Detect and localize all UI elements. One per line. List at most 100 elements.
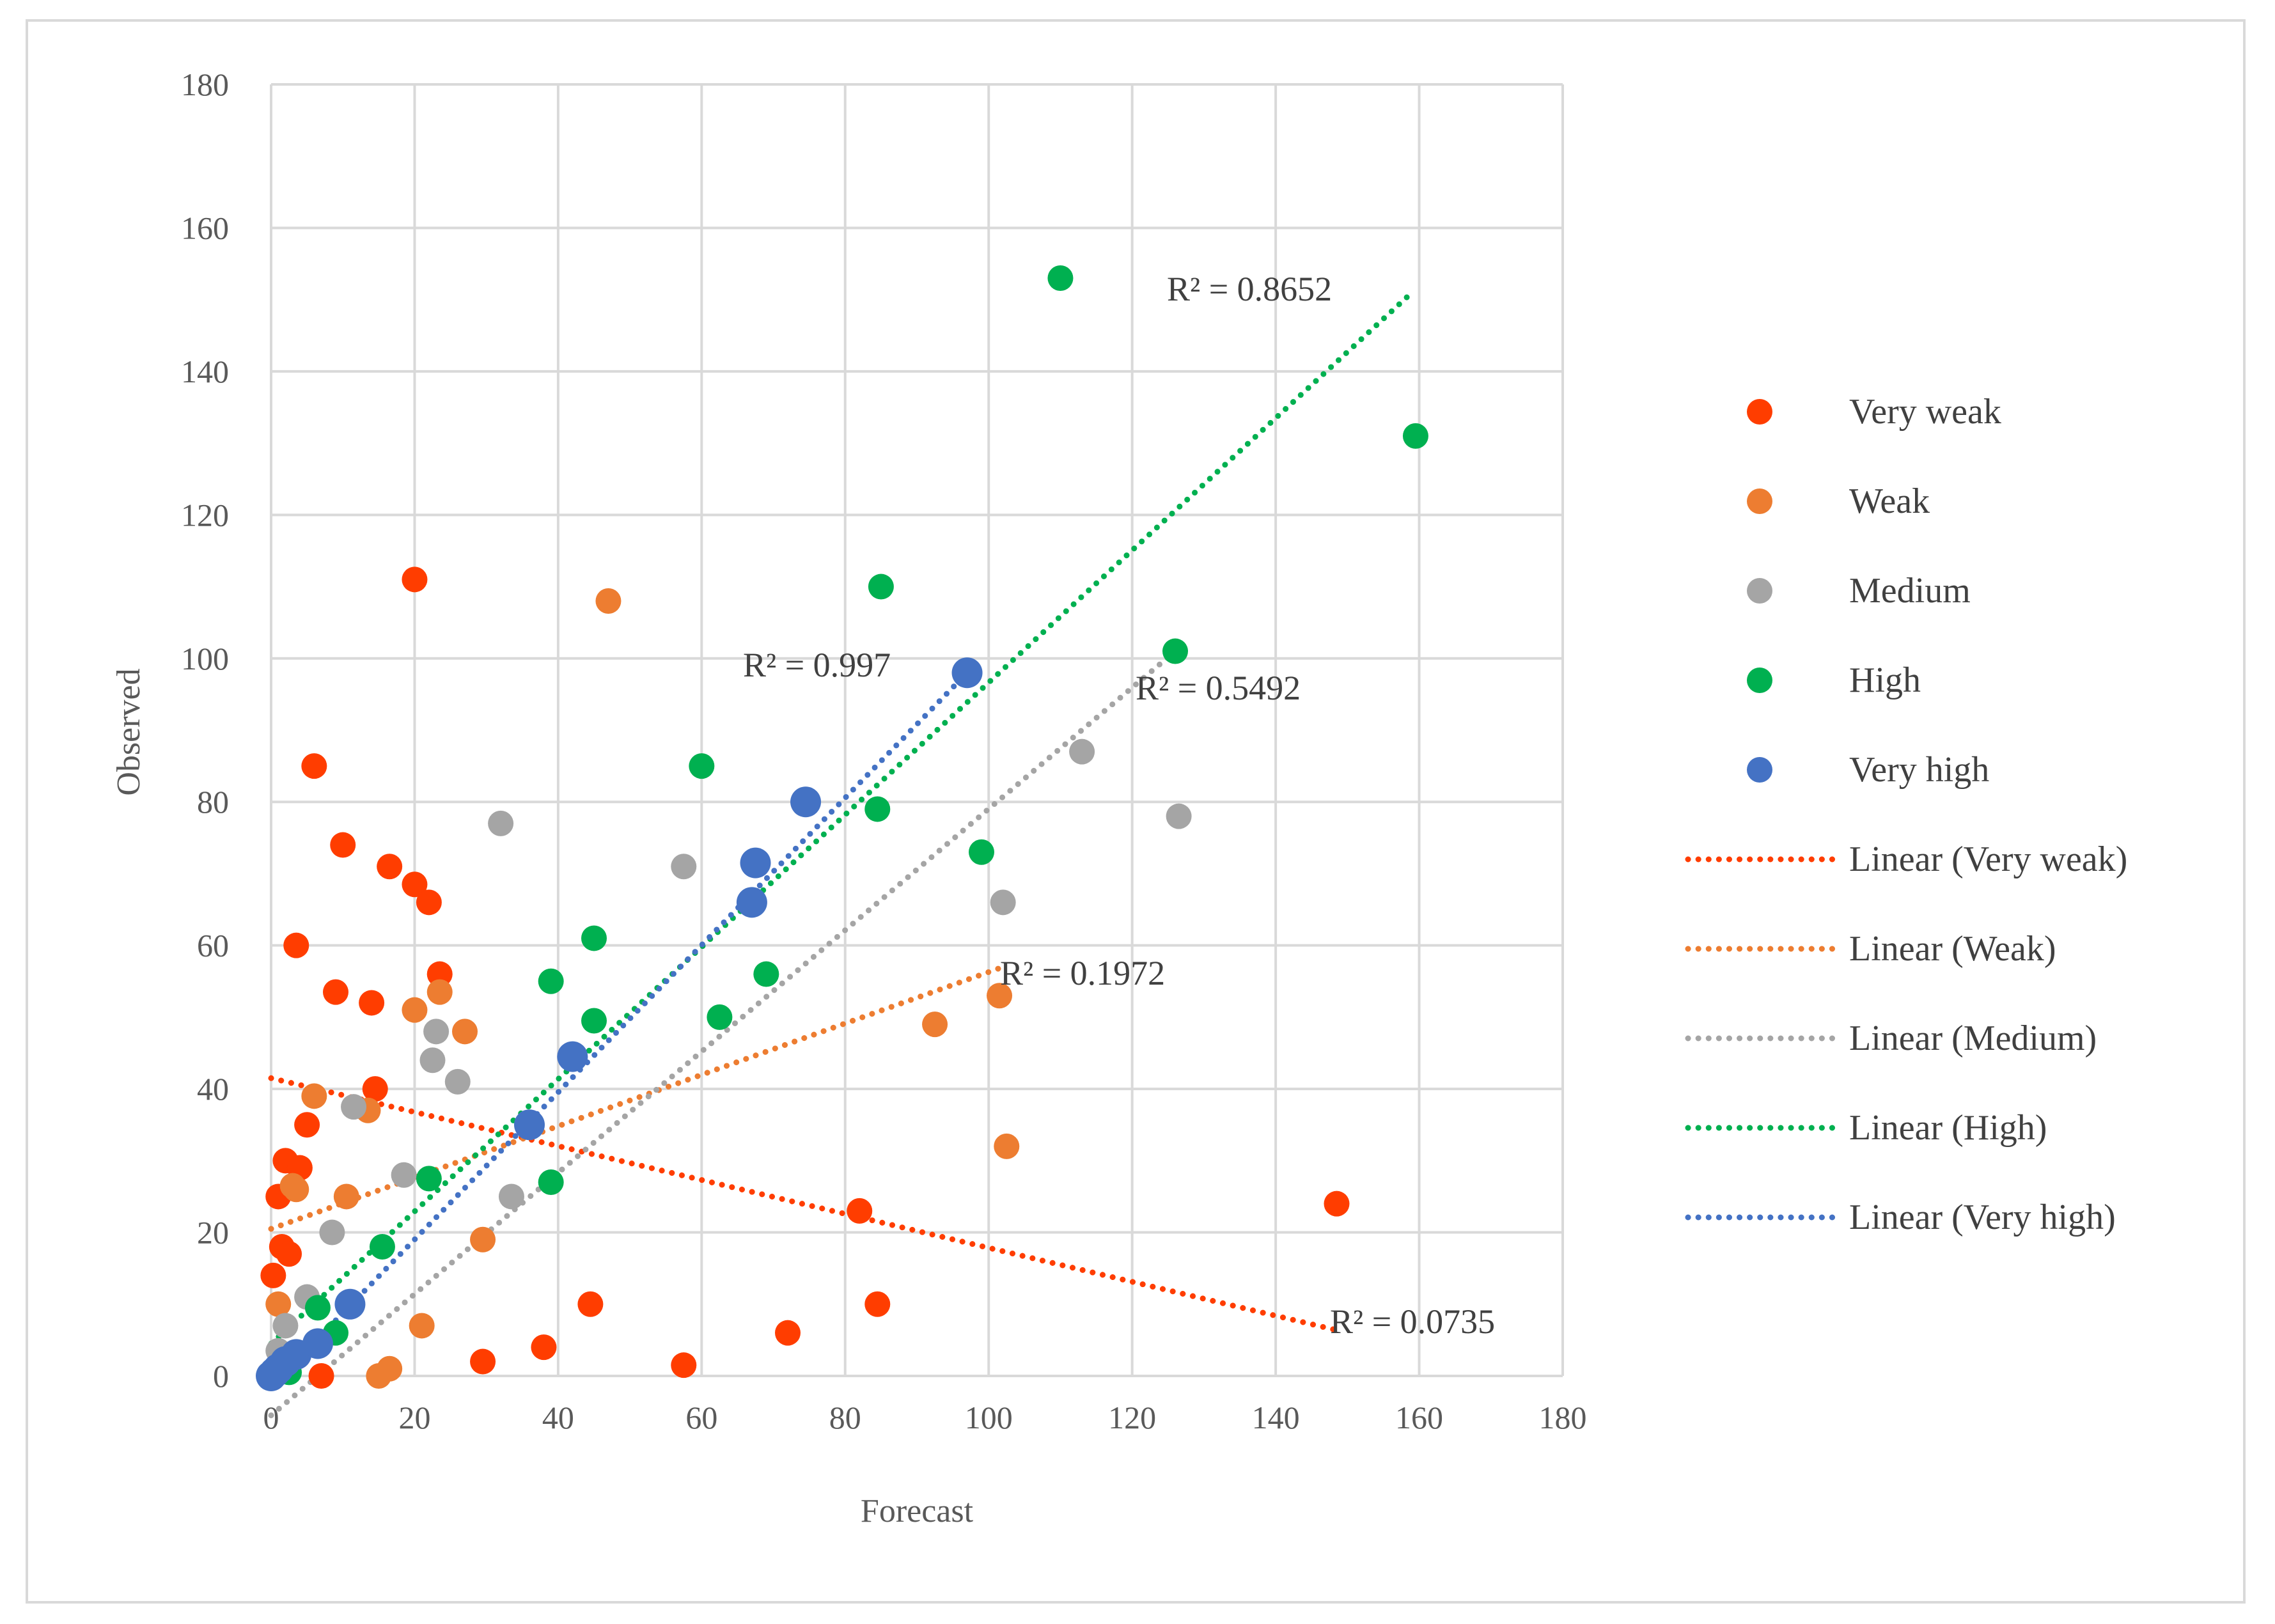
point-weak [470,1226,496,1253]
point-high [416,1166,442,1192]
point-high [369,1234,395,1260]
y-axis-ticks: 0 20 40 60 80 100 120 140 160 180 [181,66,229,1394]
r2-label-very-weak: R² = 0.0735 [1330,1302,1495,1341]
gridlines [270,83,1564,1377]
point-very-weak [402,871,428,898]
r2-label-weak: R² = 0.1972 [1000,954,1165,992]
point-medium [341,1094,367,1120]
point-high [864,796,891,822]
point-high [1162,638,1188,664]
point-medium [498,1183,524,1210]
trendlines [268,289,1415,1419]
point-weak [452,1019,478,1045]
point-medium [444,1068,471,1095]
point-weak [409,1313,435,1339]
point-very-weak [308,1363,334,1389]
legend-label: Linear (High) [1849,1108,2047,1148]
point-very-weak [1324,1191,1350,1217]
point-very-weak [362,1076,388,1102]
point-medium [423,1019,450,1045]
legend-label: High [1849,660,1921,700]
point-very-high [736,887,767,918]
x-tick-label: 160 [1395,1400,1443,1435]
point-very-high [334,1288,366,1320]
point-very-high [740,847,771,878]
x-tick-label: 20 [398,1400,430,1435]
point-weak [987,983,1013,1009]
trendline-medium [268,648,1178,1419]
point-high [689,753,715,779]
legend: Very weak Weak Medium High Very high Linear (… [1685,392,2127,1237]
legend-label: Linear (Weak) [1849,929,2056,969]
legend-marker-very-weak [1747,399,1772,425]
point-medium [272,1313,299,1339]
point-very-weak [847,1198,873,1224]
y-tick-label: 100 [181,641,229,676]
point-high [538,968,564,994]
x-tick-label: 140 [1252,1400,1300,1435]
r2-label-high: R² = 0.8652 [1167,270,1332,308]
y-tick-label: 80 [197,784,229,820]
legend-label: Very weak [1849,392,2001,432]
x-axis-title: Forecast [861,1493,974,1529]
point-weak [922,1011,948,1038]
point-weak [265,1291,292,1317]
point-medium [990,889,1016,916]
legend-label: Linear (Very high) [1849,1198,2116,1237]
y-tick-label: 160 [181,210,229,246]
point-weak [994,1133,1020,1159]
trendline-weak [268,964,1006,1232]
point-very-weak [426,961,453,987]
point-high [1047,265,1074,291]
point-very-weak [416,889,442,916]
point-very-weak [260,1262,286,1288]
point-very-high [514,1109,545,1141]
point-weak [333,1183,359,1210]
point-weak [426,979,453,1005]
y-tick-label: 140 [181,354,229,389]
x-tick-label: 80 [829,1400,861,1435]
point-very-weak [775,1320,801,1346]
point-high [304,1295,331,1321]
legend-label: Linear (Very weak) [1849,839,2127,879]
point-medium [1166,803,1192,829]
trendline-very-high [268,669,971,1390]
y-tick-label: 120 [181,497,229,533]
point-very-weak [301,753,327,779]
point-high [707,1004,733,1030]
legend-label: Very high [1849,750,1989,790]
y-axis-title: Observed [111,668,147,795]
x-tick-label: 100 [965,1400,1013,1435]
legend-label: Linear (Medium) [1849,1019,2097,1058]
point-high [538,1169,564,1195]
point-weak [301,1083,327,1109]
point-very-high [557,1041,588,1072]
y-tick-label: 40 [197,1071,229,1107]
r-squared-labels: R² = 0.0735 R² = 0.1972 R² = 0.5492 R² = 0.… [743,270,1495,1341]
point-weak [283,1176,309,1203]
point-high [753,961,779,987]
point-very-weak [294,1112,320,1138]
x-tick-label: 60 [685,1400,717,1435]
point-high [969,839,994,865]
point-very-weak [330,832,356,858]
point-medium [488,810,514,836]
point-very-weak [359,990,385,1016]
point-very-weak [577,1291,604,1317]
point-very-weak [377,854,403,880]
point-medium [1069,738,1095,765]
legend-marker-weak [1747,488,1772,514]
legend-label: Medium [1849,571,1971,611]
legend-marker-high [1747,668,1772,693]
point-very-weak [470,1348,496,1375]
point-very-weak [531,1334,557,1361]
legend-label: Weak [1849,481,1930,521]
point-very-weak [671,1352,697,1378]
x-tick-label: 180 [1539,1400,1587,1435]
y-tick-label: 60 [197,928,229,964]
point-medium [319,1219,345,1245]
x-tick-label: 40 [542,1400,574,1435]
point-weak [595,588,622,614]
